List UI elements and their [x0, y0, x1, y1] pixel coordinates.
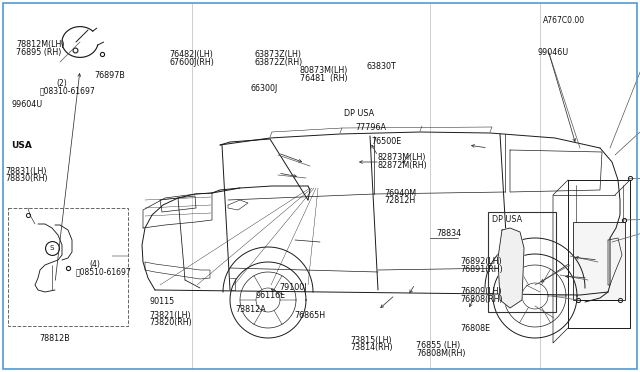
Text: 73821(LH): 73821(LH): [149, 311, 191, 320]
Text: 78812M(LH): 78812M(LH): [16, 40, 65, 49]
Text: Ⓝ08310-61697: Ⓝ08310-61697: [40, 86, 95, 95]
Text: 76897B: 76897B: [95, 71, 125, 80]
Text: 96116E: 96116E: [256, 291, 286, 300]
Bar: [8, 208, 128, 326]
Text: 73812A: 73812A: [236, 305, 266, 314]
Text: 73820(RH): 73820(RH): [149, 318, 192, 327]
Text: DP USA: DP USA: [492, 215, 522, 224]
Text: 82873M(LH): 82873M(LH): [378, 153, 426, 162]
Text: 78831(LH): 78831(LH): [5, 167, 47, 176]
Text: 67600J(RH): 67600J(RH): [170, 58, 214, 67]
Text: 78812B: 78812B: [40, 334, 70, 343]
Text: 76940M: 76940M: [384, 189, 416, 198]
Text: 76808E: 76808E: [461, 324, 491, 333]
Text: 73814(RH): 73814(RH): [351, 343, 394, 352]
Text: 78830(RH): 78830(RH): [5, 174, 48, 183]
Text: Ⓝ08510-61697: Ⓝ08510-61697: [76, 267, 131, 276]
Text: S: S: [50, 245, 54, 251]
Bar: [488, 212, 556, 312]
Text: DP USA: DP USA: [344, 109, 374, 118]
Text: 99046U: 99046U: [538, 48, 569, 57]
Text: 76855 (LH): 76855 (LH): [416, 341, 460, 350]
Text: 63873Z(LH): 63873Z(LH): [255, 50, 301, 59]
Text: 78834: 78834: [436, 229, 461, 238]
Text: 76808M(RH): 76808M(RH): [416, 349, 465, 358]
Text: 82872M(RH): 82872M(RH): [378, 161, 428, 170]
Text: 63872Z(RH): 63872Z(RH): [255, 58, 303, 67]
Text: (2): (2): [56, 79, 67, 88]
Text: 73815(LH): 73815(LH): [351, 336, 392, 344]
Text: 76809(LH): 76809(LH): [461, 287, 502, 296]
Polygon shape: [498, 228, 524, 308]
Text: 72812H: 72812H: [384, 196, 415, 205]
Text: 76481  (RH): 76481 (RH): [300, 74, 347, 83]
Text: 80873M(LH): 80873M(LH): [300, 66, 348, 75]
Text: 76500E: 76500E: [371, 137, 401, 146]
Text: USA: USA: [12, 141, 33, 150]
Text: 79100J: 79100J: [279, 283, 307, 292]
Text: (4): (4): [90, 260, 100, 269]
Text: 77796A: 77796A: [356, 123, 387, 132]
Text: 76892(LH): 76892(LH): [461, 257, 502, 266]
Text: 99604U: 99604U: [12, 100, 43, 109]
Text: 76482J(LH): 76482J(LH): [170, 50, 214, 59]
Bar: [573, 222, 625, 300]
Text: 76895 (RH): 76895 (RH): [16, 48, 61, 57]
Text: 90115: 90115: [149, 297, 174, 306]
Text: A767C0.00: A767C0.00: [543, 16, 585, 25]
Text: 76865H: 76865H: [294, 311, 326, 320]
Text: 63830T: 63830T: [366, 62, 396, 71]
Text: 66300J: 66300J: [251, 84, 278, 93]
Text: 76891(RH): 76891(RH): [461, 265, 504, 274]
Text: 76808(RH): 76808(RH): [461, 295, 504, 304]
